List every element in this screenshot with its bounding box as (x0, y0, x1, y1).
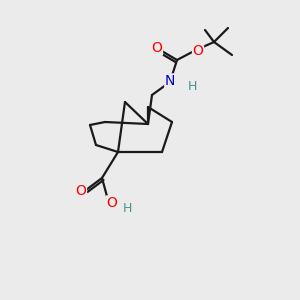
Text: N: N (165, 74, 175, 88)
Text: O: O (152, 41, 162, 55)
Text: H: H (187, 80, 197, 94)
Text: H: H (122, 202, 132, 215)
Text: O: O (76, 184, 86, 198)
Text: O: O (106, 196, 117, 210)
Text: O: O (193, 44, 203, 58)
